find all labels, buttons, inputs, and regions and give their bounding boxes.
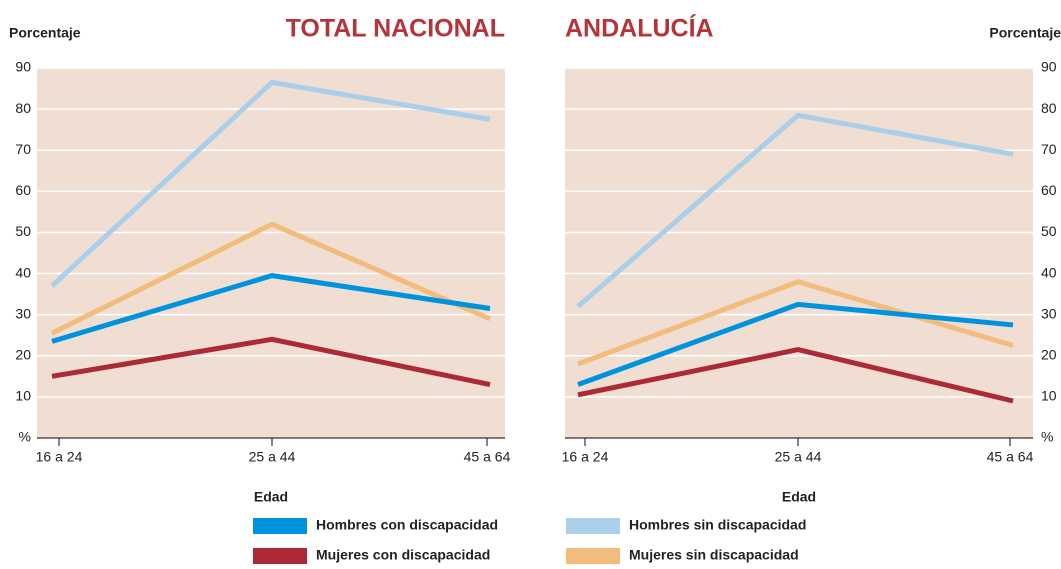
- line: [50, 221, 491, 336]
- x-tick-label: 45 a 64: [464, 449, 511, 465]
- legend-swatch: [566, 548, 620, 564]
- y-tick-label: 80: [1041, 100, 1057, 116]
- x-tick-label: 16 a 24: [562, 449, 609, 465]
- x-tick-label: 45 a 64: [987, 449, 1034, 465]
- y-axis-label: Porcentaje: [9, 25, 81, 41]
- x-axis-label: Edad: [782, 489, 816, 505]
- legend-label: Hombres sin discapacidad: [629, 517, 806, 533]
- legend-swatch: [253, 548, 307, 564]
- x-tick-label: 25 a 44: [775, 449, 822, 465]
- y-tick-label: 60: [15, 182, 31, 198]
- line: [577, 301, 1014, 387]
- y-tick-label: 30: [1041, 305, 1057, 321]
- line: [577, 279, 1014, 367]
- y-axis-label: Porcentaje: [989, 25, 1061, 41]
- legend-swatch: [253, 518, 307, 534]
- y-tick-label: %: [19, 429, 31, 445]
- y-tick-label: 60: [1041, 182, 1057, 198]
- y-tick-label: 70: [15, 141, 31, 157]
- line: [51, 273, 491, 344]
- y-tick-label: %: [1041, 429, 1053, 445]
- legend-label: Mujeres con discapacidad: [316, 547, 490, 563]
- chart-title: ANDALUCÍA: [565, 14, 714, 43]
- y-tick-label: 10: [15, 388, 31, 404]
- y-tick-label: 70: [1041, 141, 1057, 157]
- y-tick-label: 90: [1041, 59, 1057, 75]
- y-tick-label: 20: [1041, 346, 1057, 362]
- line: [576, 112, 1014, 309]
- y-tick-label: 50: [1041, 223, 1057, 239]
- x-axis-label: Edad: [254, 489, 288, 505]
- y-tick-label: 40: [15, 264, 31, 280]
- legend-label: Hombres con discapacidad: [316, 517, 498, 533]
- y-tick-label: 50: [15, 223, 31, 239]
- plot-area: [37, 68, 505, 438]
- y-tick-label: 80: [15, 100, 31, 116]
- line: [577, 347, 1014, 404]
- line: [51, 336, 491, 388]
- y-tick-label: 40: [1041, 264, 1057, 280]
- x-tick-label: 25 a 44: [249, 449, 296, 465]
- chart-title: TOTAL NACIONAL: [286, 15, 505, 43]
- legend-swatch: [566, 518, 620, 534]
- legend-label: Mujeres sin discapacidad: [629, 547, 799, 563]
- y-tick-label: 90: [15, 59, 31, 75]
- line: [50, 79, 491, 288]
- y-tick-label: 10: [1041, 388, 1057, 404]
- x-tick-label: 16 a 24: [36, 449, 83, 465]
- y-tick-label: 20: [15, 346, 31, 362]
- y-tick-label: 30: [15, 305, 31, 321]
